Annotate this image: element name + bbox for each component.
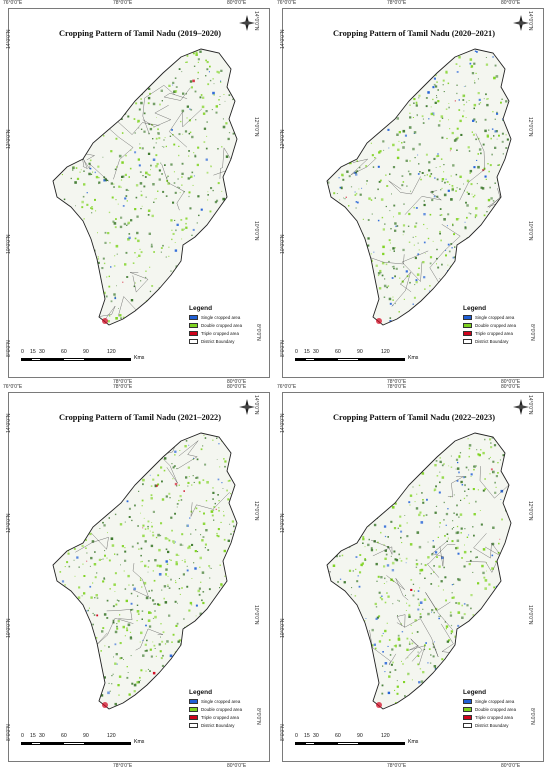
scale-units: Kms xyxy=(134,355,145,361)
lat-label: 14°0'0"N xyxy=(280,413,286,433)
lon-label: 78°0'0"E xyxy=(387,763,407,769)
lat-label: 14°0'0"N xyxy=(252,395,259,415)
lon-label: 80°0'0"E xyxy=(227,0,247,6)
legend-title: Legend xyxy=(463,689,487,696)
tamil-nadu-map xyxy=(52,432,238,710)
panel-title: Cropping Pattern of Tamil Nadu (2022–202… xyxy=(332,413,495,422)
state-outline xyxy=(327,433,511,709)
legend-item-boundary: District Boundary xyxy=(189,721,267,729)
legend: Legend Single cropped area Double croppe… xyxy=(463,305,541,345)
lon-label: 76°0'0"E xyxy=(277,0,297,6)
triple-crop-patch xyxy=(376,318,382,324)
state-border xyxy=(52,48,238,326)
lon-label: 78°0'0"E xyxy=(387,0,407,6)
tamil-nadu-map xyxy=(326,48,512,326)
state-outline xyxy=(327,49,511,325)
lat-label: 14°0'0"N xyxy=(526,395,533,415)
scale-bar: 0 15 30 60 90 120 Kms xyxy=(295,349,419,361)
lon-label: 76°0'0"E xyxy=(277,384,297,390)
scale-units: Kms xyxy=(408,355,419,361)
scale-units: Kms xyxy=(134,739,145,745)
lat-label: 8°0'0"N xyxy=(6,340,12,357)
legend-item-single: Single cropped area xyxy=(463,697,541,705)
legend-title: Legend xyxy=(463,305,487,312)
legend-item-boundary: District Boundary xyxy=(189,337,267,345)
north-arrow-icon xyxy=(513,399,529,415)
panel-title: Cropping Pattern of Tamil Nadu (2019–202… xyxy=(58,29,221,38)
north-arrow-icon xyxy=(513,15,529,31)
legend-item-boundary: District Boundary xyxy=(463,337,541,345)
tamil-nadu-map xyxy=(326,432,512,710)
north-arrow-icon xyxy=(239,15,255,31)
legend: Legend Single cropped area Double croppe… xyxy=(189,305,267,345)
legend-item-double: Double cropped area xyxy=(189,321,267,329)
legend: Legend Single cropped area Double croppe… xyxy=(463,689,541,729)
north-arrow-icon xyxy=(239,399,255,415)
lat-label: 14°0'0"N xyxy=(280,29,286,49)
lat-label: 14°0'0"N xyxy=(6,29,12,49)
legend-item-single: Single cropped area xyxy=(189,313,267,321)
legend-title: Legend xyxy=(189,689,213,696)
lon-label: 80°0'0"E xyxy=(227,384,247,390)
legend-item-triple: Triple cropped area xyxy=(189,713,267,721)
lon-label: 78°0'0"E xyxy=(387,379,407,385)
scale-units: Kms xyxy=(408,739,419,745)
triple-crop-patch xyxy=(102,318,108,324)
map-panel-2020-2021: Cropping Pattern of Tamil Nadu (2020–202… xyxy=(277,0,544,385)
lon-label: 78°0'0"E xyxy=(113,384,133,390)
lon-label: 80°0'0"E xyxy=(501,0,521,6)
lat-label: 12°0'0"N xyxy=(280,513,286,533)
lon-label: 78°0'0"E xyxy=(113,0,133,6)
lat-label: 12°0'0"N xyxy=(280,129,286,149)
state-outline xyxy=(53,433,237,709)
legend-item-double: Double cropped area xyxy=(463,321,541,329)
lat-label: 8°0'0"N xyxy=(280,724,286,741)
legend-item-boundary: District Boundary xyxy=(463,721,541,729)
panel-title: Cropping Pattern of Tamil Nadu (2020–202… xyxy=(332,29,495,38)
lon-label: 76°0'0"E xyxy=(3,0,23,6)
lon-label: 78°0'0"E xyxy=(113,379,133,385)
lat-label: 10°0'0"N xyxy=(280,618,286,638)
lon-label: 80°0'0"E xyxy=(501,763,521,769)
lat-label: 12°0'0"N xyxy=(6,513,12,533)
lon-label: 78°0'0"E xyxy=(387,384,407,390)
tamil-nadu-map xyxy=(52,48,238,326)
legend-item-double: Double cropped area xyxy=(189,705,267,713)
legend-item-triple: Triple cropped area xyxy=(463,713,541,721)
lat-label: 12°0'0"N xyxy=(6,129,12,149)
lat-label: 10°0'0"N xyxy=(280,234,286,254)
scale-bar: 0 15 30 60 90 120 Kms xyxy=(295,733,419,745)
lon-label: 80°0'0"E xyxy=(227,379,247,385)
state-border xyxy=(326,48,512,326)
lon-label: 78°0'0"E xyxy=(113,763,133,769)
state-border xyxy=(52,432,238,710)
lat-label: 14°0'0"N xyxy=(526,11,533,31)
legend-item-single: Single cropped area xyxy=(463,313,541,321)
lon-label: 80°0'0"E xyxy=(501,384,521,390)
lon-label: 76°0'0"E xyxy=(3,384,23,390)
lat-label: 10°0'0"N xyxy=(6,618,12,638)
triple-crop-patch xyxy=(102,702,108,708)
lon-label: 80°0'0"E xyxy=(227,763,247,769)
map-panel-2021-2022: Cropping Pattern of Tamil Nadu (2021–202… xyxy=(3,384,270,769)
lat-label: 8°0'0"N xyxy=(6,724,12,741)
lon-label: 80°0'0"E xyxy=(501,379,521,385)
state-border xyxy=(326,432,512,710)
legend-item-single: Single cropped area xyxy=(189,697,267,705)
legend-title: Legend xyxy=(189,305,213,312)
lat-label: 14°0'0"N xyxy=(252,11,259,31)
legend-item-triple: Triple cropped area xyxy=(463,329,541,337)
map-panel-2022-2023: Cropping Pattern of Tamil Nadu (2022–202… xyxy=(277,384,544,769)
legend-item-triple: Triple cropped area xyxy=(189,329,267,337)
lat-label: 8°0'0"N xyxy=(280,340,286,357)
legend-item-double: Double cropped area xyxy=(463,705,541,713)
panel-title: Cropping Pattern of Tamil Nadu (2021–202… xyxy=(58,413,221,422)
legend: Legend Single cropped area Double croppe… xyxy=(189,689,267,729)
scale-bar: 0 15 30 60 90 120 Kms xyxy=(21,733,145,745)
lat-label: 14°0'0"N xyxy=(6,413,12,433)
lat-label: 10°0'0"N xyxy=(6,234,12,254)
triple-crop-patch xyxy=(376,702,382,708)
map-panel-2019-2020: Cropping Pattern of Tamil Nadu (2019–202… xyxy=(3,0,270,385)
scale-bar: 0 15 30 60 90 120 Kms xyxy=(21,349,145,361)
